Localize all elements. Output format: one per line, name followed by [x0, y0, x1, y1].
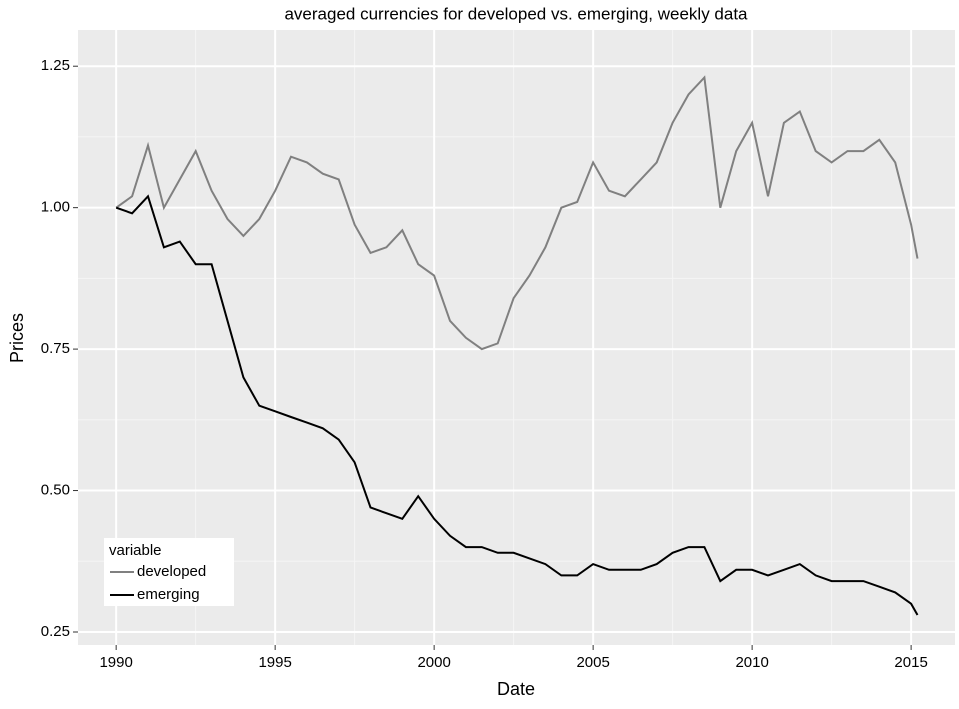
y-tick-label: 1.00	[41, 199, 70, 216]
legend-label: developed	[137, 563, 206, 580]
y-axis-label: Prices	[7, 313, 27, 363]
line-series	[115, 194, 919, 616]
y-tick-label: 0.25	[41, 623, 70, 640]
x-tick-label: 2015	[894, 654, 927, 671]
chart-title: averaged currencies for developed vs. em…	[284, 4, 748, 23]
x-tick-label: 1995	[258, 654, 291, 671]
x-axis-label: Date	[497, 679, 535, 699]
x-tick-label: 1990	[99, 654, 132, 671]
x-tick-label: 2000	[417, 654, 450, 671]
x-tick-label: 2005	[576, 654, 609, 671]
y-tick-label: 0.75	[41, 340, 70, 357]
y-tick-label: 0.50	[41, 482, 70, 499]
legend-label: emerging	[137, 586, 200, 603]
y-tick-label: 1.25	[41, 57, 70, 74]
x-tick-label: 2010	[735, 654, 768, 671]
legend-title: variable	[109, 542, 162, 559]
line-series	[115, 75, 919, 351]
